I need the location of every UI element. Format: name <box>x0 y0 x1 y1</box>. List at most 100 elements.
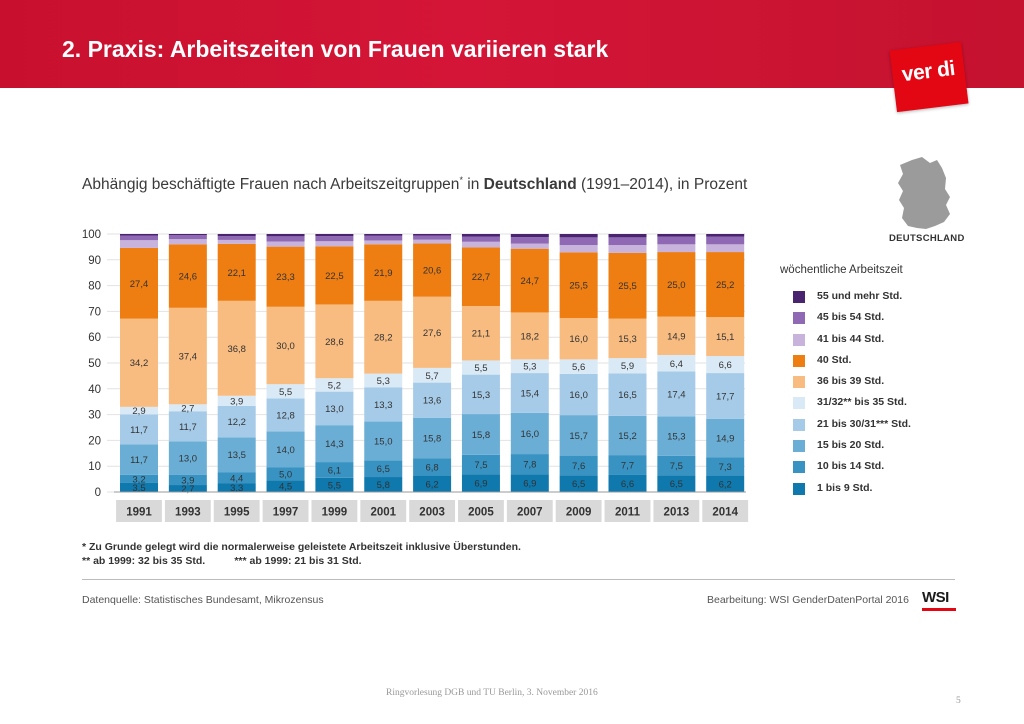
bar-segment <box>413 476 452 492</box>
bar-segment <box>461 360 500 375</box>
bar-segment <box>510 312 549 360</box>
data-label: 7,7 <box>621 461 634 472</box>
bar-segment <box>461 234 500 237</box>
bar-segment <box>559 237 598 246</box>
bar-segment <box>315 391 354 426</box>
data-label: 3,5 <box>132 483 145 494</box>
data-label: 3,9 <box>230 396 243 407</box>
wsi-logo-bar <box>922 608 956 611</box>
data-label: 22,7 <box>472 272 491 283</box>
bar-segment <box>510 454 549 475</box>
x-tick-box <box>262 500 309 522</box>
map-label: DEUTSCHLAND <box>889 233 965 244</box>
bar-segment <box>364 240 403 245</box>
bar-segment <box>559 373 598 416</box>
y-tick-label: 60 <box>88 332 101 344</box>
bar-segment <box>608 455 647 475</box>
bar-segment <box>120 444 158 475</box>
y-tick-label: 0 <box>95 487 101 499</box>
bar-segment <box>461 414 500 455</box>
bar-segment <box>217 472 256 484</box>
data-label: 6,8 <box>425 463 438 474</box>
data-label: 17,4 <box>667 389 686 400</box>
bar-segment <box>168 404 207 412</box>
bar-segment <box>266 241 305 247</box>
x-tick-box <box>213 500 260 522</box>
x-tick-label: 2013 <box>664 507 690 519</box>
data-label: 21,9 <box>374 268 393 279</box>
bar-segment <box>510 248 549 313</box>
bar-segment <box>266 480 305 492</box>
germany-map-icon <box>898 157 950 229</box>
data-label: 6,1 <box>328 465 341 476</box>
data-label: 12,2 <box>227 417 246 428</box>
bar-segment <box>168 474 207 486</box>
data-label: 28,2 <box>374 333 393 344</box>
data-label: 22,1 <box>227 268 246 279</box>
data-label: 23,3 <box>276 272 295 283</box>
x-tick-label: 1997 <box>273 507 299 519</box>
data-label: 6,4 <box>670 359 683 370</box>
bar-segment <box>168 485 207 492</box>
y-tick-label: 30 <box>88 410 101 422</box>
bar-segment <box>461 374 500 415</box>
bar-segment <box>559 455 598 476</box>
data-label: 37,4 <box>179 352 198 363</box>
bar-segment <box>217 236 256 240</box>
bar-segment <box>608 318 647 359</box>
legend-label: 31/32** bis 35 Std. <box>817 396 907 409</box>
data-label: 27,4 <box>130 279 149 290</box>
x-tick-label: 1991 <box>126 507 152 519</box>
legend-swatch <box>793 461 805 474</box>
bar-segment <box>168 411 207 442</box>
data-label: 11,7 <box>179 422 197 433</box>
x-tick-box <box>506 500 553 522</box>
data-label: 6,2 <box>719 480 732 491</box>
data-label: 16,5 <box>618 390 637 401</box>
legend-label: 40 Std. <box>817 353 852 366</box>
data-label: 6,9 <box>523 479 536 490</box>
x-tick-box <box>116 500 162 522</box>
data-label: 15,0 <box>374 436 393 447</box>
bar-segment <box>266 246 305 307</box>
data-label: 17,7 <box>716 391 735 402</box>
data-label: 5,3 <box>377 376 390 387</box>
data-label: 15,1 <box>716 332 735 343</box>
footnote-2: ** ab 1999: 32 bis 35 Std. *** ab 1999: … <box>82 555 362 567</box>
bar-segment <box>706 317 745 357</box>
bar-segment <box>266 306 305 385</box>
legend-swatch <box>793 418 805 431</box>
credit-text: Bearbeitung: WSI GenderDatenPortal 2016 <box>707 594 909 606</box>
data-label: 2,9 <box>132 406 145 417</box>
bar-segment <box>120 234 158 236</box>
bar-segment <box>413 458 452 477</box>
bar-segment <box>217 234 256 237</box>
x-tick-label: 1993 <box>175 507 201 519</box>
data-label: 24,6 <box>179 272 198 283</box>
data-label: 28,6 <box>325 337 344 348</box>
data-label: 15,7 <box>569 431 588 442</box>
x-tick-box <box>555 500 602 522</box>
data-label: 5,5 <box>279 387 292 398</box>
bar-segment <box>510 234 549 238</box>
bar-segment <box>706 457 745 477</box>
bar-segment <box>315 477 354 492</box>
bar-segment <box>657 316 696 356</box>
x-tick-label: 2007 <box>517 507 543 519</box>
bar-segment <box>168 244 207 308</box>
chart-title: Abhängig beschäftigte Frauen nach Arbeit… <box>82 175 747 194</box>
y-tick-label: 20 <box>88 435 101 447</box>
bar-segment <box>168 441 207 475</box>
slide-footer: Ringvorlesung DGB und TU Berlin, 3. Nove… <box>386 688 598 698</box>
legend-label: 41 bis 44 Std. <box>817 332 885 345</box>
bar-segment <box>461 305 500 361</box>
bar-segment <box>364 477 403 492</box>
data-label: 13,0 <box>325 404 344 415</box>
bar-segment <box>217 243 256 301</box>
legend-label: 1 bis 9 Std. <box>817 481 873 494</box>
bar-segment <box>706 244 745 253</box>
bar-segment <box>657 475 696 492</box>
bar-segment <box>120 235 158 241</box>
data-label: 25,2 <box>716 280 735 291</box>
